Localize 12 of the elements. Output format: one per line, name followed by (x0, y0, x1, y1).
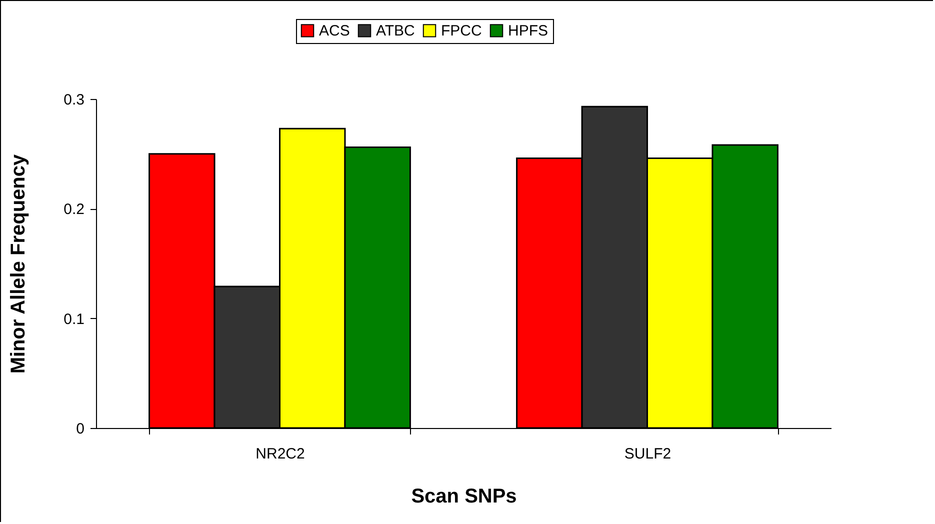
legend-label: ACS (319, 22, 350, 40)
y-axis-title: Minor Allele Frequency (8, 153, 30, 374)
x-axis-title: Scan SNPs (411, 486, 517, 508)
legend-label: ATBC (376, 22, 416, 40)
legend-label: FPCC (441, 22, 482, 40)
y-tick-label: 0.2 (64, 201, 84, 218)
y-tick-label: 0 (76, 420, 84, 438)
y-tick-label: 0.1 (64, 310, 84, 328)
x-tick-label: NR2C2 (256, 446, 305, 462)
y-tick-label: 0.3 (64, 92, 84, 108)
legend-label: HPFS (508, 22, 548, 40)
x-tick-label: SULF2 (624, 446, 672, 462)
